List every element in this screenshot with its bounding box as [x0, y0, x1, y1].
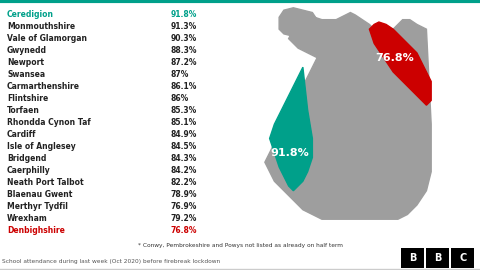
Text: 86.1%: 86.1% [170, 82, 197, 91]
Text: 84.2%: 84.2% [170, 166, 197, 175]
Text: 86%: 86% [170, 94, 189, 103]
Text: 78.9%: 78.9% [170, 190, 197, 199]
Text: B: B [409, 253, 416, 263]
Text: Carmarthenshire: Carmarthenshire [7, 82, 80, 91]
Text: Blaenau Gwent: Blaenau Gwent [7, 190, 72, 199]
Text: 91.8%: 91.8% [270, 148, 309, 158]
Text: Caerphilly: Caerphilly [7, 166, 51, 175]
Text: 84.9%: 84.9% [170, 130, 197, 139]
Text: 85.1%: 85.1% [170, 118, 197, 127]
FancyBboxPatch shape [401, 248, 424, 268]
Text: Bridgend: Bridgend [7, 154, 47, 163]
Polygon shape [370, 22, 431, 105]
Text: Ceredigion: Ceredigion [7, 10, 54, 19]
FancyBboxPatch shape [452, 248, 474, 268]
Text: 88.3%: 88.3% [170, 46, 197, 55]
Text: 76.8%: 76.8% [170, 226, 197, 235]
Text: Neath Port Talbot: Neath Port Talbot [7, 178, 84, 187]
Text: * Conwy, Pembrokeshire and Powys not listed as already on half term: * Conwy, Pembrokeshire and Powys not lis… [137, 243, 343, 248]
Text: 87%: 87% [170, 70, 189, 79]
Text: C: C [459, 253, 467, 263]
Text: 76.9%: 76.9% [170, 202, 197, 211]
Text: 90.3%: 90.3% [170, 34, 197, 43]
Text: Vale of Glamorgan: Vale of Glamorgan [7, 34, 87, 43]
Text: 87.2%: 87.2% [170, 58, 197, 67]
FancyBboxPatch shape [426, 248, 449, 268]
Text: Monmouthshire: Monmouthshire [7, 22, 75, 31]
Text: Flintshire: Flintshire [7, 94, 48, 103]
Text: Swansea: Swansea [7, 70, 45, 79]
Text: B: B [434, 253, 441, 263]
Text: Merthyr Tydfil: Merthyr Tydfil [7, 202, 68, 211]
Polygon shape [279, 8, 317, 36]
Text: 91.3%: 91.3% [170, 22, 197, 31]
Text: Denbighshire: Denbighshire [7, 226, 65, 235]
Text: 82.2%: 82.2% [170, 178, 197, 187]
Polygon shape [270, 67, 312, 191]
Text: 91.8%: 91.8% [170, 10, 197, 19]
Text: 76.8%: 76.8% [375, 53, 414, 63]
Polygon shape [265, 12, 431, 219]
Text: School attendance during last week (Oct 2020) before firebreak lockdown: School attendance during last week (Oct … [2, 259, 220, 264]
Text: 84.3%: 84.3% [170, 154, 197, 163]
Text: Newport: Newport [7, 58, 44, 67]
Text: 84.5%: 84.5% [170, 142, 197, 151]
Text: Cardiff: Cardiff [7, 130, 36, 139]
Text: Rhondda Cynon Taf: Rhondda Cynon Taf [7, 118, 91, 127]
Text: Wrexham: Wrexham [7, 214, 48, 223]
Text: Torfaen: Torfaen [7, 106, 40, 115]
Text: Isle of Anglesey: Isle of Anglesey [7, 142, 76, 151]
Text: Gwynedd: Gwynedd [7, 46, 47, 55]
Text: 79.2%: 79.2% [170, 214, 197, 223]
Text: 85.3%: 85.3% [170, 106, 197, 115]
